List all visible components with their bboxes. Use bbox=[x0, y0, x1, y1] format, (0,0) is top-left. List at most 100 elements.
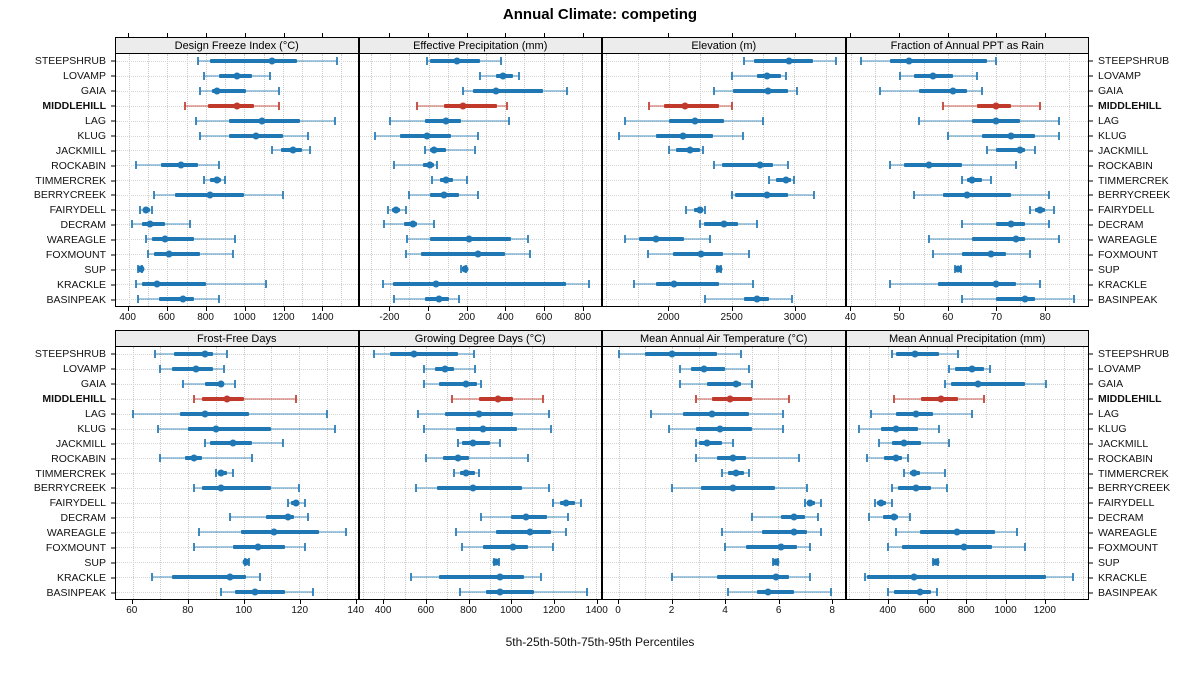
row-reference-line bbox=[846, 105, 1088, 107]
whisker-cap bbox=[462, 87, 464, 96]
panel-design-freeze-index: Design Freeze Index (°C) 400 600 800 1000 12… bbox=[115, 32, 359, 330]
whisker-cap bbox=[334, 116, 337, 125]
y-axis-tick bbox=[1089, 458, 1093, 460]
axis-tick bbox=[505, 307, 507, 311]
median-dot bbox=[292, 499, 300, 507]
whisker-cap bbox=[813, 190, 816, 199]
interquartile-bar bbox=[695, 426, 752, 431]
site-label-lovamp: LOVAMP bbox=[63, 363, 106, 376]
whisker-cap bbox=[550, 424, 553, 433]
axis-tick bbox=[778, 600, 780, 604]
y-axis-tick bbox=[1089, 135, 1093, 137]
whisker-cap bbox=[942, 101, 945, 110]
whisker-cap bbox=[809, 572, 811, 581]
x-axis: 400 600 800 1000 1200 1400 bbox=[115, 307, 359, 330]
interquartile-bar bbox=[996, 296, 1035, 301]
site-label-krackle: KRACKLE bbox=[56, 571, 106, 584]
whisker-cap bbox=[721, 469, 724, 477]
whisker-cap bbox=[975, 72, 978, 81]
median-dot bbox=[1007, 220, 1015, 228]
x-axis: 400 600 800 1000 1200 bbox=[846, 600, 1090, 623]
axis-tick bbox=[947, 33, 949, 37]
whisker-cap bbox=[312, 587, 315, 596]
median-dot bbox=[790, 513, 798, 521]
whisker-cap bbox=[192, 394, 195, 403]
whisker-cap bbox=[387, 205, 390, 214]
axis-tick-label: 1200 bbox=[1033, 605, 1056, 616]
median-dot bbox=[987, 250, 995, 258]
whisker-cap bbox=[893, 394, 896, 403]
whisker-cap bbox=[1014, 161, 1017, 170]
panel-header: Design Freeze Index (°C) bbox=[115, 37, 359, 54]
whisker-cap bbox=[135, 161, 138, 170]
axis-tick bbox=[794, 307, 796, 311]
whisker-cap bbox=[803, 498, 806, 507]
y-axis-tick bbox=[1089, 209, 1093, 211]
whisker-cap bbox=[423, 146, 426, 155]
median-dot bbox=[968, 176, 976, 184]
row-reference-line bbox=[603, 180, 845, 181]
chart-title: Annual Climate: competing bbox=[502, 6, 698, 23]
median-dot bbox=[268, 57, 276, 65]
whisker-cap bbox=[1058, 131, 1061, 140]
whisker-cap bbox=[704, 205, 707, 214]
site-label-basinpeak: BASINPEAK bbox=[1098, 293, 1158, 306]
whisker-cap bbox=[295, 394, 298, 403]
y-axis-tick bbox=[1089, 60, 1093, 62]
axis-tick-label: 400 bbox=[879, 605, 897, 616]
row-reference-line bbox=[603, 283, 845, 285]
whisker-cap bbox=[414, 483, 417, 492]
interquartile-bar bbox=[950, 382, 1025, 387]
whisker-cap bbox=[197, 57, 200, 66]
whisker-cap bbox=[499, 439, 502, 448]
y-axis-tick bbox=[1089, 398, 1093, 400]
interquartile-bar bbox=[904, 163, 963, 168]
whisker-5-95 bbox=[193, 397, 297, 400]
y-axis-tick bbox=[1089, 254, 1093, 256]
panel-plot-area bbox=[115, 54, 359, 307]
whisker-cap bbox=[552, 543, 555, 552]
whisker-cap bbox=[995, 57, 998, 66]
y-axis-tick bbox=[1089, 428, 1093, 430]
median-dot bbox=[1012, 235, 1020, 243]
row-reference-line bbox=[116, 283, 358, 285]
whisker-cap bbox=[1029, 250, 1032, 259]
site-label-klug: KLUG bbox=[1098, 129, 1127, 142]
row-reference-line bbox=[359, 369, 601, 371]
y-axis-tick bbox=[111, 150, 115, 152]
site-label-klug: KLUG bbox=[77, 422, 106, 435]
median-dot bbox=[462, 469, 470, 477]
median-dot bbox=[459, 102, 467, 110]
median-dot bbox=[686, 146, 694, 154]
whisker-cap bbox=[278, 87, 281, 96]
median-dot bbox=[679, 132, 687, 140]
y-axis-tick bbox=[111, 547, 115, 549]
y-axis-tick bbox=[1089, 284, 1093, 286]
whisker-cap bbox=[526, 454, 529, 463]
axis-tick-label: 800 bbox=[957, 605, 975, 616]
whisker-cap bbox=[450, 394, 453, 403]
row-reference-line bbox=[359, 209, 601, 211]
site-label-berrycreek: BERRYCREEK bbox=[1098, 189, 1171, 202]
whisker-cap bbox=[730, 72, 733, 81]
median-dot bbox=[461, 265, 469, 273]
site-label-sup: SUP bbox=[84, 556, 106, 569]
interquartile-bar bbox=[265, 515, 294, 520]
site-label-wareagle: WAREAGLE bbox=[46, 234, 106, 247]
whisker-cap bbox=[816, 513, 819, 522]
interquartile-bar bbox=[202, 396, 244, 401]
median-dot bbox=[442, 117, 450, 125]
whisker-cap bbox=[887, 587, 890, 596]
axis-tick-label: 800 bbox=[574, 312, 592, 323]
median-dot bbox=[785, 57, 793, 65]
whisker-5-95 bbox=[695, 457, 800, 460]
panel-title: Fraction of Annual PPT as Rain bbox=[890, 40, 1044, 52]
median-dot bbox=[494, 395, 502, 403]
interquartile-bar bbox=[472, 89, 544, 94]
axis-tick-label: 200 bbox=[458, 312, 476, 323]
whisker-cap bbox=[668, 424, 671, 433]
row-reference-line bbox=[359, 268, 601, 270]
y-axis-tick bbox=[111, 517, 115, 519]
median-dot bbox=[153, 280, 161, 288]
whisker-cap bbox=[234, 380, 237, 389]
